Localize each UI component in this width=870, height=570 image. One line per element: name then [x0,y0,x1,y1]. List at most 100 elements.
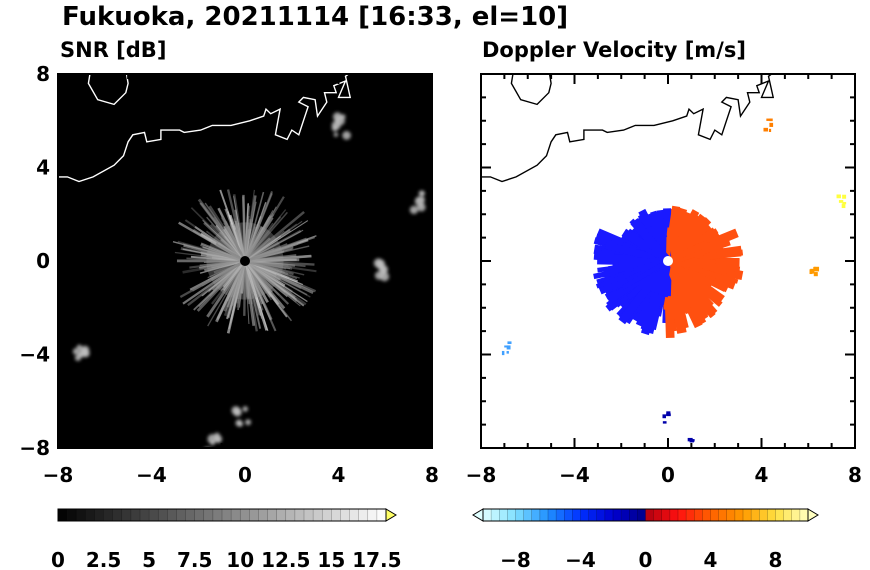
y-tick-label: 0 [36,249,50,273]
doppler-panel-title: Doppler Velocity [m/s] [482,38,746,62]
y-tick-label: 8 [36,62,50,86]
colorbar-swatch [121,509,132,521]
doppler-colorbar: −8 −4 0 4 8 [472,508,819,570]
colorbar-swatch [588,509,598,521]
y-tick-label: −4 [19,343,50,367]
colorbar-swatch [267,509,277,521]
x-tick-label: 8 [848,463,862,487]
echo-ray [244,260,308,296]
colorbar-swatch [185,509,195,521]
echo-ray [244,211,288,262]
colorbar-swatch [167,509,177,521]
colorbar-swatch [203,509,214,521]
colorbar-swatch [556,509,565,521]
snr-colorbar: 0 2.5 5 7.5 10 12.5 15 17.5 [51,508,402,570]
echo-ray [244,190,273,262]
colorbar-tick-label: 2.5 [86,548,121,570]
echo-ray [244,223,298,262]
echo-ray [231,260,246,306]
colorbar-tick-label: 0 [639,548,653,570]
colorbar-swatch [322,509,332,521]
clutter-patch [72,344,90,362]
colorbar-swatch [112,509,123,521]
echo-ray [215,243,246,263]
colorbar-swatch [285,509,296,521]
colorbar-swatch [499,509,508,521]
x-tick-label: 0 [238,463,252,487]
echo-ray [244,191,265,262]
colorbar-swatch [249,509,259,521]
echo-ray [642,235,671,264]
colorbar-swatch [702,509,711,521]
colorbar-extend-max [385,508,397,522]
colorbar-extend-min [472,508,484,522]
colorbar-swatch [629,509,638,521]
colorbar-swatch [67,509,77,521]
colorbar-swatch [103,509,113,521]
colorbar-swatch [507,509,516,521]
snr-axes: −8 −4 0 4 8 8 4 0 −4 −8 [19,62,439,487]
colorbar-swatch [580,509,589,521]
echo-ray [244,260,277,332]
echo-ray [244,260,311,298]
colorbar-swatch [231,509,241,521]
colorbar-swatch [661,509,671,521]
colorbar-swatch [340,509,350,521]
echo-ray [650,259,672,295]
colorbar-tick-label: −4 [565,548,596,570]
colorbar-swatch [276,509,287,521]
x-tick-label: −8 [43,463,74,487]
colorbar-tick-label: 4 [704,548,718,570]
colorbar-swatch [539,509,549,521]
echo-ray [243,260,247,316]
echo-ray [621,259,670,290]
echo-ray [243,214,272,262]
colorbar-swatch [653,509,663,521]
echo-ray [172,241,246,262]
colorbar-swatch [548,509,557,521]
doppler-scatter-patches [501,118,847,448]
colorbar-tick-label: 7.5 [177,548,212,570]
colorbar-swatch [751,509,760,521]
colorbar-swatch [491,509,500,521]
doppler-coastline-map [481,74,775,183]
doppler-axes: −8 −4 0 4 8 [466,73,862,487]
colorbar-tick-label: 17.5 [352,548,401,570]
colorbar-tick-label: 10 [226,548,254,570]
colorbar-swatch [783,509,793,521]
velocity-patch [501,341,512,356]
colorbar-swatch [791,509,801,521]
colorbar-swatch [222,509,232,521]
velocity-patch [662,411,671,424]
colorbar-swatch [710,509,719,521]
echo-ray [244,201,257,262]
colorbar-swatch [564,509,573,521]
colorbar-swatch [240,509,250,521]
figure-title: Fukuoka, 20211114 [16:33, el=10] [62,2,568,32]
colorbar-swatch [85,509,95,521]
colorbar-swatch [531,509,541,521]
snr-clutter-patches [72,112,426,448]
colorbar-tick-label: 8 [769,548,783,570]
colorbar-swatch [572,509,581,521]
colorbar-swatch [194,509,205,521]
clutter-patch [373,258,390,282]
echo-ray [665,259,703,320]
echo-ray [199,260,246,274]
echo-ray [232,260,246,294]
echo-ray [191,259,246,292]
echo-ray [207,260,246,327]
colorbar-swatch [694,509,703,521]
colorbar-tick-label: 15 [317,548,345,570]
echo-ray [666,258,723,307]
y-tick-label: 4 [36,156,50,180]
colorbar-swatch [483,509,492,521]
colorbar-swatch [613,509,622,521]
echo-ray [203,222,246,262]
colorbar-swatch [775,509,784,521]
echo-ray [242,194,247,262]
colorbar-swatch [604,509,614,521]
echo-ray [243,260,280,306]
x-tick-label: −4 [136,463,167,487]
